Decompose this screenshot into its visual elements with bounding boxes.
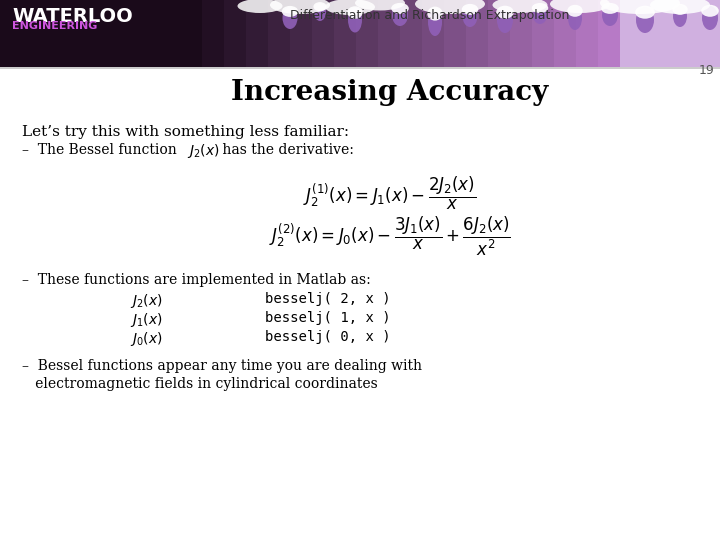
Ellipse shape <box>635 6 655 19</box>
Bar <box>356 0 379 68</box>
Bar <box>400 0 423 68</box>
Bar <box>378 0 401 68</box>
Ellipse shape <box>636 7 654 33</box>
Bar <box>224 0 247 68</box>
Text: $J_2^{(2)}(x)=J_0(x)-\dfrac{3J_1(x)}{x}+\dfrac{6J_2(x)}{x^2}$: $J_2^{(2)}(x)=J_0(x)-\dfrac{3J_1(x)}{x}+… <box>269 215 511 258</box>
Bar <box>510 0 533 68</box>
Text: $J_2(x)$: $J_2(x)$ <box>130 292 163 310</box>
Ellipse shape <box>492 0 547 13</box>
Ellipse shape <box>532 3 548 13</box>
Ellipse shape <box>672 4 688 15</box>
Ellipse shape <box>391 3 409 14</box>
Ellipse shape <box>600 0 680 14</box>
Text: $J_0(x)$: $J_0(x)$ <box>130 330 163 348</box>
Ellipse shape <box>650 0 710 14</box>
Text: WATERLOO: WATERLOO <box>12 7 132 26</box>
Bar <box>0 0 180 68</box>
Ellipse shape <box>462 5 477 27</box>
Bar <box>576 0 599 68</box>
Ellipse shape <box>701 5 719 17</box>
Ellipse shape <box>673 5 687 27</box>
Text: $J_1(x)$: $J_1(x)$ <box>130 311 163 329</box>
Text: Let’s try this with something less familiar:: Let’s try this with something less famil… <box>22 125 349 139</box>
Ellipse shape <box>428 8 442 36</box>
Text: –  The Bessel function: – The Bessel function <box>22 143 181 157</box>
Ellipse shape <box>392 4 408 26</box>
Bar <box>180 0 203 68</box>
Text: ENGINEERING: ENGINEERING <box>12 21 97 31</box>
Ellipse shape <box>601 3 618 14</box>
Text: besselj( 0, x ): besselj( 0, x ) <box>265 330 391 344</box>
Text: electromagnetic fields in cylindrical coordinates: electromagnetic fields in cylindrical co… <box>22 377 378 391</box>
Ellipse shape <box>282 6 298 17</box>
Text: has the derivative:: has the derivative: <box>218 143 354 157</box>
Bar <box>488 0 511 68</box>
Ellipse shape <box>462 4 478 15</box>
Ellipse shape <box>313 2 327 11</box>
Ellipse shape <box>282 7 297 29</box>
Bar <box>598 0 621 68</box>
Ellipse shape <box>238 0 282 13</box>
Text: Increasing Accuracy: Increasing Accuracy <box>231 79 549 106</box>
Bar <box>246 0 269 68</box>
Ellipse shape <box>347 6 363 19</box>
Ellipse shape <box>602 4 618 26</box>
Bar <box>620 0 720 68</box>
Text: $J_2^{(1)}(x)=J_1(x)-\dfrac{2J_2(x)}{x}$: $J_2^{(1)}(x)=J_1(x)-\dfrac{2J_2(x)}{x}$ <box>303 175 477 212</box>
Ellipse shape <box>325 0 375 15</box>
Ellipse shape <box>270 0 330 14</box>
Bar <box>554 0 577 68</box>
Text: $J_2(x)$: $J_2(x)$ <box>187 142 220 160</box>
Ellipse shape <box>702 6 718 30</box>
Ellipse shape <box>355 0 405 10</box>
Bar <box>466 0 489 68</box>
Ellipse shape <box>497 7 513 33</box>
Ellipse shape <box>427 6 443 21</box>
Ellipse shape <box>415 0 485 14</box>
Ellipse shape <box>567 5 582 17</box>
Ellipse shape <box>533 4 547 24</box>
Bar <box>444 0 467 68</box>
Bar <box>0 67 720 69</box>
Ellipse shape <box>496 6 514 19</box>
Ellipse shape <box>568 6 582 30</box>
Text: besselj( 1, x ): besselj( 1, x ) <box>265 311 391 325</box>
Bar <box>532 0 555 68</box>
Ellipse shape <box>550 0 610 13</box>
Ellipse shape <box>314 3 326 21</box>
Text: besselj( 2, x ): besselj( 2, x ) <box>265 292 391 306</box>
Text: 19: 19 <box>698 64 714 77</box>
Ellipse shape <box>348 8 362 32</box>
Bar <box>334 0 357 68</box>
Bar <box>422 0 445 68</box>
Bar <box>202 0 225 68</box>
Bar <box>312 0 335 68</box>
Bar <box>290 0 313 68</box>
Bar <box>268 0 291 68</box>
Text: Differentiation and Richardson Extrapolation: Differentiation and Richardson Extrapola… <box>290 9 570 22</box>
Text: –  These functions are implemented in Matlab as:: – These functions are implemented in Mat… <box>22 273 371 287</box>
Text: –  Bessel functions appear any time you are dealing with: – Bessel functions appear any time you a… <box>22 359 422 373</box>
